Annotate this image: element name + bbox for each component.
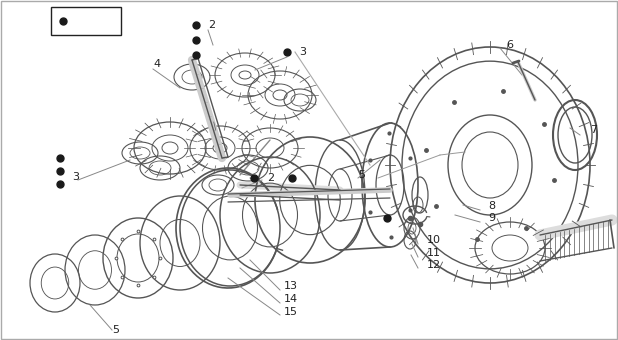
Text: 5: 5 [358,170,365,180]
Text: 8: 8 [488,201,495,211]
Text: 14: 14 [284,294,298,304]
FancyBboxPatch shape [51,7,121,35]
Text: 12: 12 [427,260,441,270]
Text: 3: 3 [299,47,306,57]
Text: 11: 11 [427,248,441,258]
Text: 13: 13 [284,281,298,291]
Text: 2: 2 [208,20,215,30]
Text: =1: =1 [76,16,92,26]
Text: 10: 10 [427,235,441,245]
Text: 15: 15 [284,307,298,317]
Text: 7: 7 [590,125,597,135]
Text: 6: 6 [506,40,513,50]
Text: 3: 3 [72,172,79,182]
Text: 5: 5 [112,325,119,335]
Text: 2: 2 [267,173,274,183]
Text: 4: 4 [153,59,160,69]
Text: 9: 9 [488,213,495,223]
